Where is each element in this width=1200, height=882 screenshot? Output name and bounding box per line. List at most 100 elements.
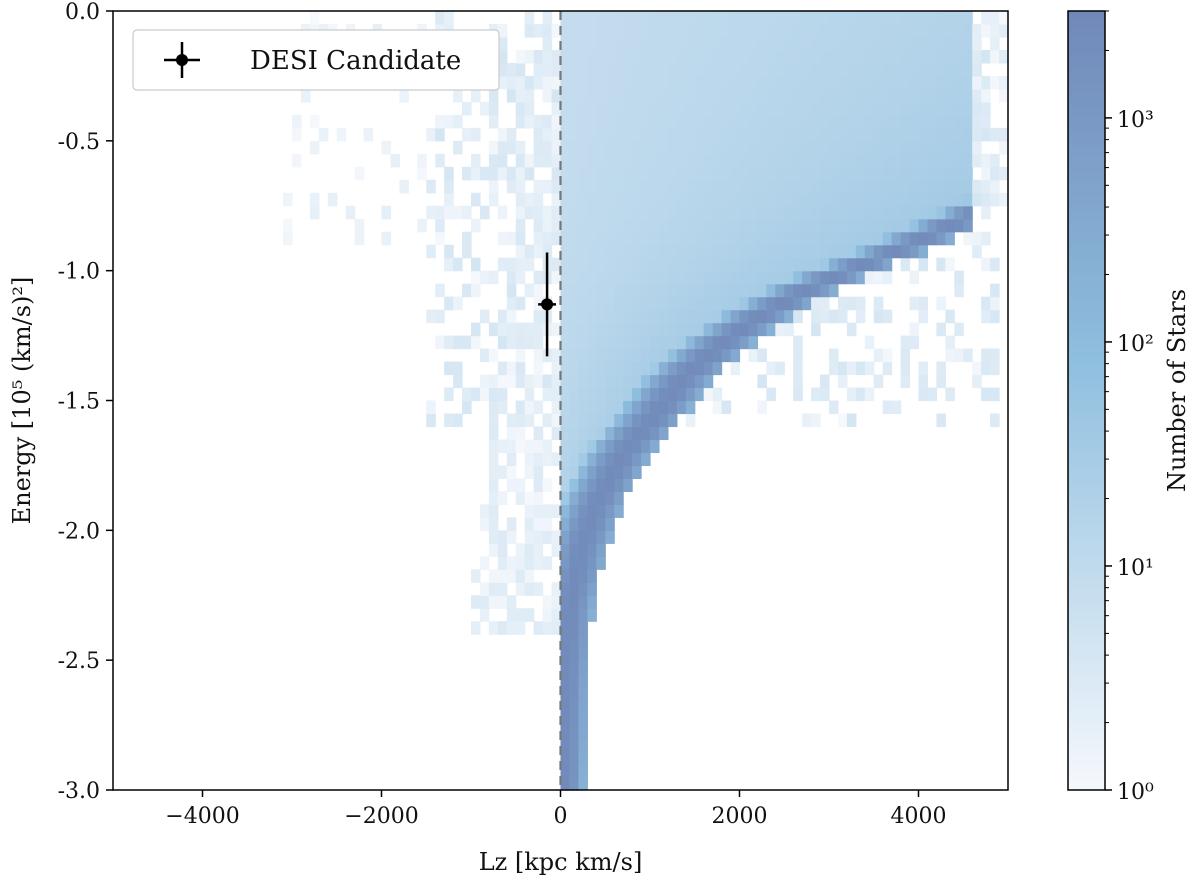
heatmap-cell bbox=[605, 478, 615, 492]
heatmap-cell bbox=[623, 49, 633, 64]
heatmap-cell bbox=[685, 127, 696, 142]
heatmap-cell bbox=[641, 36, 651, 51]
heatmap-cell bbox=[793, 75, 803, 90]
heatmap-cell bbox=[721, 153, 732, 168]
heatmap-cell bbox=[685, 413, 696, 428]
heatmap-cell bbox=[658, 296, 669, 311]
heatmap-cell bbox=[578, 699, 588, 713]
heatmap-cell bbox=[569, 777, 579, 791]
heatmap-cell bbox=[569, 595, 579, 609]
heatmap-cell bbox=[515, 205, 526, 220]
heatmap-cell bbox=[658, 231, 669, 246]
heatmap-cell bbox=[650, 75, 660, 90]
heatmap-cell bbox=[793, 270, 803, 285]
heatmap-cell bbox=[533, 478, 544, 492]
heatmap-cell bbox=[515, 257, 526, 272]
heatmap-cell bbox=[309, 192, 320, 207]
heatmap-cell bbox=[712, 348, 723, 363]
heatmap-cell bbox=[605, 296, 615, 311]
heatmap-cell bbox=[775, 153, 785, 168]
heatmap-cell bbox=[658, 11, 669, 25]
heatmap-cell bbox=[623, 140, 633, 155]
heatmap-cell bbox=[560, 634, 571, 648]
heatmap-cell bbox=[569, 699, 579, 713]
heatmap-cell bbox=[739, 140, 750, 155]
heatmap-cell bbox=[820, 62, 830, 77]
heatmap-cell bbox=[658, 36, 669, 51]
heatmap-cell bbox=[542, 127, 553, 142]
heatmap-cell bbox=[820, 127, 830, 142]
heatmap-cell bbox=[685, 88, 696, 103]
heatmap-cell bbox=[820, 387, 830, 402]
heatmap-cell bbox=[623, 400, 633, 415]
heatmap-cell bbox=[757, 36, 767, 51]
heatmap-cell bbox=[954, 283, 964, 298]
heatmap-cell bbox=[757, 270, 767, 285]
heatmap-cell bbox=[632, 127, 642, 142]
heatmap-cell bbox=[990, 166, 1000, 181]
heatmap-cell bbox=[596, 296, 606, 311]
heatmap-cell bbox=[641, 452, 651, 467]
heatmap-cell bbox=[596, 36, 606, 51]
heatmap-cell bbox=[632, 23, 642, 38]
heatmap-cell bbox=[471, 127, 481, 142]
heatmap-cell bbox=[990, 387, 1000, 402]
heatmap-cell bbox=[882, 75, 893, 90]
heatmap-cell bbox=[864, 257, 875, 272]
heatmap-cell bbox=[811, 296, 821, 311]
heatmap-cell bbox=[712, 296, 723, 311]
heatmap-cell bbox=[614, 465, 624, 479]
heatmap-cell bbox=[623, 387, 633, 402]
heatmap-cell bbox=[766, 127, 776, 142]
heatmap-cell bbox=[667, 361, 678, 376]
heatmap-cell bbox=[703, 88, 714, 103]
heatmap-cell bbox=[703, 322, 714, 337]
heatmap-cell bbox=[676, 244, 687, 259]
heatmap-cell bbox=[614, 153, 624, 168]
heatmap-cell bbox=[578, 582, 588, 596]
heatmap-cell bbox=[694, 257, 705, 272]
heatmap-cell bbox=[811, 140, 821, 155]
heatmap-cell bbox=[569, 439, 579, 454]
heatmap-cell bbox=[990, 309, 1000, 324]
heatmap-cell bbox=[587, 439, 597, 454]
heatmap-cell bbox=[712, 218, 723, 233]
heatmap-cell bbox=[829, 270, 839, 285]
heatmap-cell bbox=[864, 75, 875, 90]
heatmap-cell bbox=[766, 75, 776, 90]
heatmap-cell bbox=[676, 361, 687, 376]
heatmap-cell bbox=[506, 478, 517, 492]
heatmap-cell bbox=[954, 114, 964, 129]
heatmap-cell bbox=[820, 283, 830, 298]
heatmap-cell bbox=[488, 387, 499, 402]
heatmap-cell bbox=[972, 88, 982, 103]
heatmap-cell bbox=[542, 387, 553, 402]
heatmap-cell bbox=[802, 88, 812, 103]
heatmap-cell bbox=[757, 88, 767, 103]
heatmap-cell bbox=[927, 140, 937, 155]
heatmap-cell bbox=[417, 153, 427, 168]
heatmap-cell bbox=[542, 621, 553, 635]
heatmap-cell bbox=[748, 218, 758, 233]
heatmap-cell bbox=[560, 75, 571, 90]
heatmap-cell bbox=[990, 179, 1000, 194]
heatmap-cell bbox=[730, 257, 741, 272]
heatmap-cell bbox=[506, 62, 517, 77]
heatmap-cell bbox=[864, 62, 875, 77]
heatmap-cell bbox=[748, 257, 758, 272]
heatmap-cell bbox=[578, 569, 588, 583]
heatmap-cell bbox=[936, 23, 946, 38]
heatmap-cell bbox=[623, 322, 633, 337]
heatmap-cell bbox=[587, 387, 597, 402]
heatmap-cell bbox=[435, 114, 445, 129]
heatmap-cell bbox=[757, 153, 767, 168]
heatmap-cell bbox=[560, 23, 571, 38]
heatmap-cell bbox=[479, 348, 490, 363]
heatmap-cell bbox=[972, 244, 982, 259]
heatmap-cell bbox=[658, 283, 669, 298]
heatmap-cell bbox=[453, 140, 463, 155]
heatmap-cell bbox=[945, 166, 955, 181]
heatmap-cell bbox=[900, 11, 911, 25]
heatmap-cell bbox=[981, 166, 991, 181]
heatmap-cell bbox=[990, 192, 1000, 207]
